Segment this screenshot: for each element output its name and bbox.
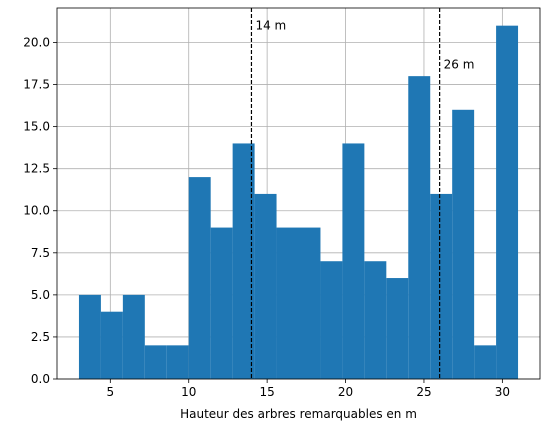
x-tick-label: 15 [259,385,274,399]
histogram-bar [298,227,321,379]
histogram-bar [188,177,211,379]
histogram-bar [430,193,453,379]
x-tick-label: 30 [495,385,510,399]
histogram-bar [210,227,233,379]
x-tick-label: 5 [106,385,114,399]
y-tick-label: 17.5 [23,78,50,92]
y-tick-label: 7.5 [31,246,50,260]
histogram-bar [144,345,167,379]
histogram-bar [364,261,387,379]
histogram-bar [342,143,365,379]
histogram-bar [166,345,189,379]
histogram-bar [100,311,123,379]
y-tick-label: 0.0 [31,372,50,386]
ticks-layer: 5 10 15 20 25 30 0.0 2.5 5.0 7.5 10.0 12.5 15.0 17.5 2… [23,35,510,399]
y-tick-label: 15.0 [23,120,50,134]
y-tick-label: 12.5 [23,162,50,176]
x-axis-label: Hauteur des arbres remarquables en m [180,407,417,421]
x-tick-label: 20 [338,385,353,399]
histogram-bar [320,261,343,379]
y-tick-label: 2.5 [31,330,50,344]
y-tick-label: 10.0 [23,204,50,218]
threshold-label: 14 m [255,19,286,33]
threshold-label: 26 m [444,57,475,71]
histogram-bar [276,227,299,379]
annotation-layer: 14 m 26 m [250,8,475,379]
y-tick-label: 5.0 [31,288,50,302]
histogram-bar [408,76,431,380]
bars-layer [78,25,519,380]
x-tick-label: 25 [416,385,431,399]
histogram-bar [254,193,277,379]
plot-frame [56,7,541,380]
histogram-bar [78,294,101,379]
histogram-bar [122,294,145,379]
histogram-bar [232,143,255,379]
histogram-bar [452,109,475,380]
histogram-bar [474,345,497,379]
histogram-bar [496,25,519,380]
histogram-bar [386,278,409,379]
x-tick-label: 10 [181,385,196,399]
y-tick-label: 20.0 [23,35,50,49]
